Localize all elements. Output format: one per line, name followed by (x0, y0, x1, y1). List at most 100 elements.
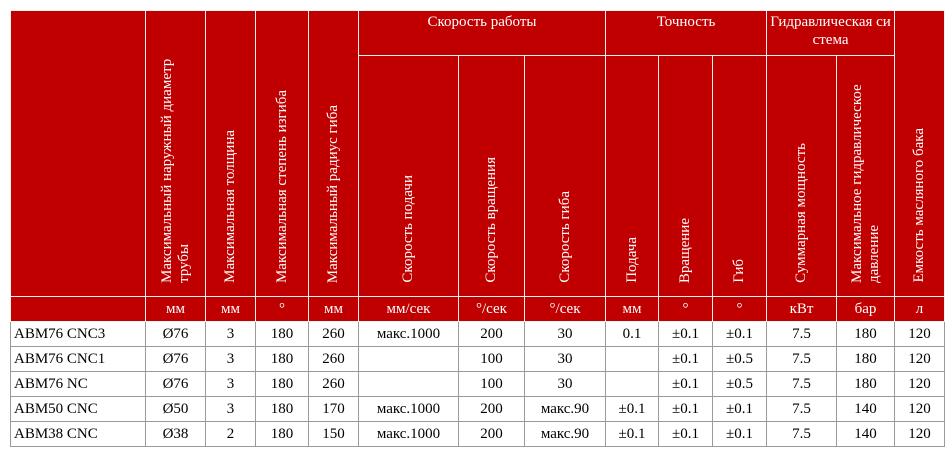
table-body: ABM76 CNC3 Ø76 3 180 260 макс.1000 200 30 0.1 ±0.… (10, 321, 946, 447)
column-header: Скорость вращения (458, 55, 525, 297)
column-header: Скорость гиба (523, 55, 607, 297)
unit-cell: °/сек (523, 296, 607, 322)
column-header: Емкость масляного бака (894, 10, 946, 297)
unit-cell: мм (145, 296, 206, 322)
unit-cell: ° (712, 296, 768, 322)
table-row: ABM76 NC Ø76 3 180 260 100 30 ±0.1 ±0.5 7.5 180 120 (10, 371, 946, 397)
unit-cell: ° (658, 296, 714, 322)
table-cell: макс.1000 (358, 396, 459, 422)
table-cell: 30 (523, 346, 607, 372)
table-cell: ±0.1 (658, 371, 714, 397)
table-cell: макс.90 (523, 396, 607, 422)
column-header-text: Суммарная мощность (793, 143, 810, 283)
column-header: Вращение (658, 55, 714, 297)
table-cell: 140 (836, 396, 896, 422)
column-header-text: Максимальная степень изгиба (273, 89, 290, 283)
table-cell: 120 (894, 396, 946, 422)
table-cell: ±0.5 (712, 346, 768, 372)
spec-table: Максимальный наружный диаметр трубы Макси… (10, 10, 946, 447)
column-header-text: Максимальный радиус гиба (325, 104, 341, 283)
column-header-text: Гиб (731, 259, 748, 283)
column-header-text: Максимальный наружный диаметр трубы (158, 58, 192, 283)
table-cell: макс.1000 (358, 421, 459, 447)
table-cell: ±0.1 (658, 321, 714, 347)
table-cell: 7.5 (766, 396, 838, 422)
table-cell: ±0.1 (605, 421, 660, 447)
table-cell: 180 (255, 396, 309, 422)
table-cell: 200 (458, 321, 525, 347)
column-header-text: Максимальное гидравлическое давление (848, 84, 882, 283)
model-cell: ABM76 CNC1 (10, 346, 146, 372)
table-cell: 260 (308, 346, 359, 372)
column-header: Гиб (712, 55, 768, 297)
table-header: Максимальный наружный диаметр трубы Макси… (10, 10, 946, 322)
table-cell: ±0.1 (712, 396, 768, 422)
unit-cell: мм (605, 296, 660, 322)
table-row: ABM50 CNC Ø50 3 180 170 макс.1000 200 макс.90 ±0… (10, 396, 946, 422)
column-header-text: Емкость масляного бака (911, 128, 928, 283)
header-row: Максимальный наружный диаметр трубы Макси… (10, 10, 946, 297)
table-cell: 180 (255, 371, 309, 397)
table-cell: 3 (205, 371, 256, 397)
table-cell: 120 (894, 321, 946, 347)
table-cell: Ø76 (145, 371, 206, 397)
group-header: Точность (605, 10, 768, 56)
column-header: Подача (605, 55, 660, 297)
table-cell (358, 371, 459, 397)
table-cell: Ø76 (145, 321, 206, 347)
table-cell: Ø38 (145, 421, 206, 447)
table-cell (358, 346, 459, 372)
column-header-text: Скорость вращения (483, 157, 499, 283)
column-header: Максимальная степень изгиба (255, 10, 309, 297)
table-cell: Ø50 (145, 396, 206, 422)
table-cell: 180 (836, 346, 896, 372)
table-cell: 200 (458, 396, 525, 422)
unit-cell: мм/сек (358, 296, 459, 322)
table-cell: 140 (836, 421, 896, 447)
unit-cell: кВт (766, 296, 838, 322)
table-cell: 180 (836, 321, 896, 347)
table-cell: 7.5 (766, 346, 838, 372)
table-cell: 0.1 (605, 321, 660, 347)
table-cell: ±0.1 (605, 396, 660, 422)
column-header: Максимальное гидравлическое давление (836, 55, 896, 297)
column-header: Суммарная мощность (766, 55, 838, 297)
table-cell: Ø76 (145, 346, 206, 372)
table-cell: 180 (255, 321, 309, 347)
column-header-text: Скорость подачи (400, 175, 416, 283)
table-cell: ±0.1 (712, 321, 768, 347)
table-cell: 260 (308, 371, 359, 397)
table-cell: 120 (894, 421, 946, 447)
column-header-text: Вращение (677, 217, 694, 283)
table-cell: ±0.1 (658, 421, 714, 447)
table-cell (605, 346, 660, 372)
table-cell: 30 (523, 321, 607, 347)
unit-cell (10, 296, 146, 322)
table-cell: 3 (205, 396, 256, 422)
column-header-text: Скорость гиба (556, 191, 573, 283)
table-cell: ±0.1 (658, 396, 714, 422)
group-header: Скорость работы (357, 10, 607, 56)
unit-cell: °/сек (458, 296, 525, 322)
table-cell: 260 (308, 321, 359, 347)
table-cell: 3 (205, 346, 256, 372)
column-header: Максимальный радиус гиба (308, 10, 359, 297)
table-cell: 7.5 (766, 421, 838, 447)
table-cell: 180 (255, 421, 309, 447)
header-row: Скорость подачи Скорость вращения Скорость… (11, 55, 945, 297)
column-header: Максимальная толщина (205, 10, 256, 297)
table-row: ABM76 CNC1 Ø76 3 180 260 100 30 ±0.1 ±0.5 7.5 180 1… (10, 346, 946, 372)
table-cell: 200 (458, 421, 525, 447)
column-header: Максимальный наружный диаметр трубы (145, 10, 206, 297)
table-cell: 180 (255, 346, 309, 372)
unit-cell: мм (308, 296, 359, 322)
table-cell: 3 (205, 321, 256, 347)
table-row: ABM38 CNC Ø38 2 180 150 макс.1000 200 макс.90 ±0… (10, 421, 946, 447)
table-cell: 2 (205, 421, 256, 447)
table-cell: 120 (894, 371, 946, 397)
model-cell: ABM76 NC (10, 371, 146, 397)
model-cell: ABM50 CNC (10, 396, 146, 422)
table-cell: 30 (523, 371, 607, 397)
column-header-text: Максимальная толщина (222, 130, 238, 283)
table-cell (605, 371, 660, 397)
